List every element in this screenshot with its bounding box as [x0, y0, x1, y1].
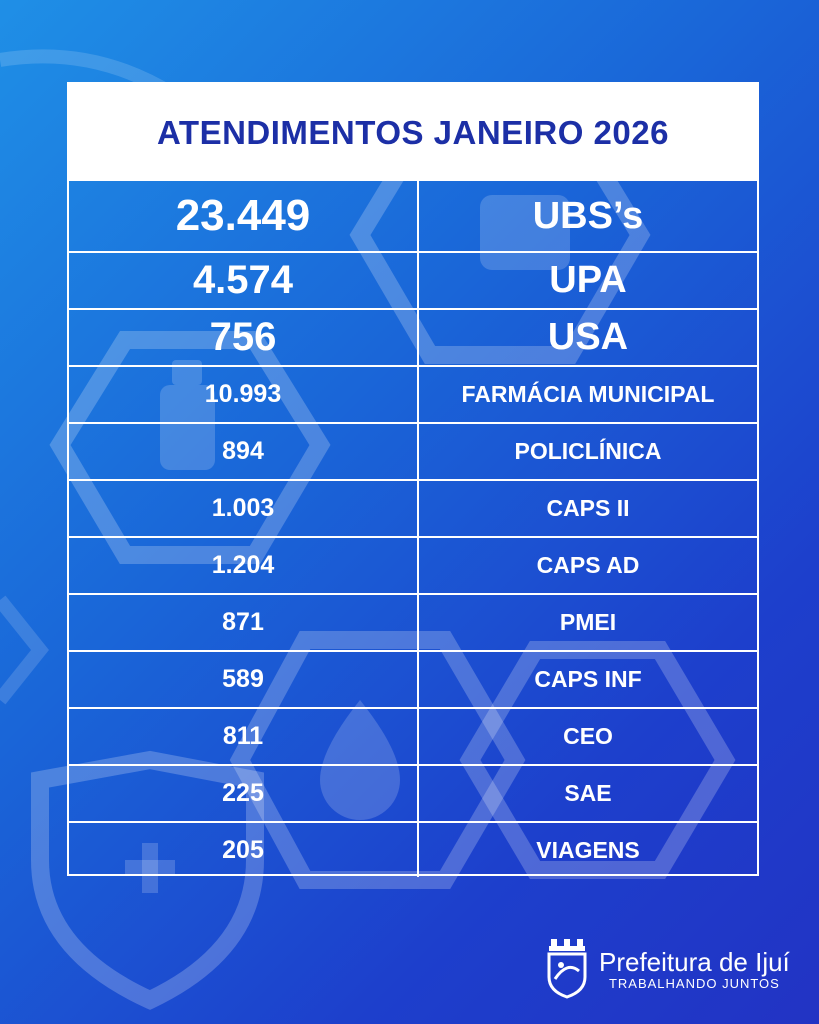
title-box: ATENDIMENTOS JANEIRO 2026 — [69, 84, 757, 181]
stats-table: ATENDIMENTOS JANEIRO 2026 23.449 UBS’s 4… — [67, 82, 759, 877]
row-value: 1.204 — [69, 538, 419, 593]
row-label: CAPS AD — [536, 552, 640, 578]
row-value: 756 — [69, 310, 419, 365]
row-label: USA — [547, 316, 629, 358]
row-value: 811 — [69, 709, 419, 764]
row-label: POLICLÍNICA — [514, 438, 662, 464]
table-row: 894 POLICLÍNICA — [69, 422, 757, 479]
row-label: SAE — [564, 780, 612, 806]
row-value: 10.993 — [69, 367, 419, 422]
table-body: 23.449 UBS’s 4.574 UPA 756 USA 10.993 FA… — [69, 181, 757, 877]
table-row: 23.449 UBS’s — [69, 181, 757, 251]
table-row: 871 PMEI — [69, 593, 757, 650]
table-row: 811 CEO — [69, 707, 757, 764]
row-value: 894 — [69, 424, 419, 479]
row-label: UBS’s — [532, 194, 644, 237]
row-value: 205 — [69, 823, 419, 877]
prefeitura-logo: Prefeitura de Ijuí TRABALHANDO JUNTOS — [545, 938, 795, 1000]
table-row: 4.574 UPA — [69, 251, 757, 308]
row-label: CAPS II — [546, 495, 630, 521]
row-value: 225 — [69, 766, 419, 821]
row-value: 871 — [69, 595, 419, 650]
logo-slogan: TRABALHANDO JUNTOS — [608, 975, 780, 991]
table-row: 205 VIAGENS — [69, 821, 757, 877]
row-label: PMEI — [559, 609, 617, 635]
table-row: 10.993 FARMÁCIA MUNICIPAL — [69, 365, 757, 422]
row-label: UPA — [549, 259, 627, 301]
table-row: 225 SAE — [69, 764, 757, 821]
row-value: 23.449 — [69, 181, 419, 251]
row-value: 1.003 — [69, 481, 419, 536]
logo-name: Prefeitura de Ijuí — [599, 946, 790, 977]
crest-icon — [547, 939, 587, 999]
row-value: 4.574 — [69, 253, 419, 308]
row-value: 589 — [69, 652, 419, 707]
row-label: FARMÁCIA MUNICIPAL — [461, 381, 715, 407]
row-label: CEO — [563, 723, 613, 749]
table-row: 1.204 CAPS AD — [69, 536, 757, 593]
row-label: VIAGENS — [536, 836, 640, 863]
table-row: 589 CAPS INF — [69, 650, 757, 707]
table-row: 756 USA — [69, 308, 757, 365]
page-title: ATENDIMENTOS JANEIRO 2026 — [157, 113, 669, 151]
row-label: CAPS INF — [534, 666, 642, 692]
table-row: 1.003 CAPS II — [69, 479, 757, 536]
